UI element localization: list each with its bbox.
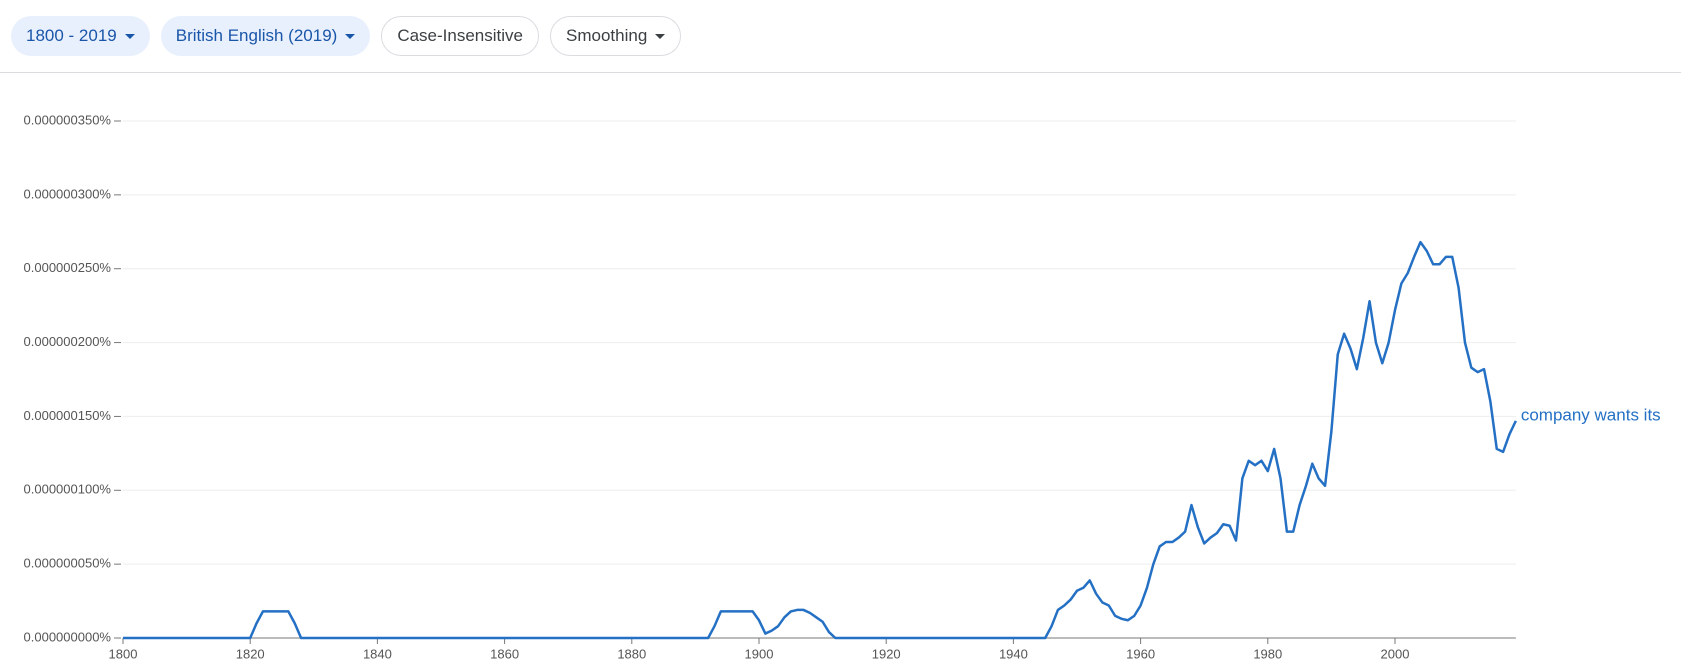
button-label: British English (2019): [175, 26, 338, 45]
corpus-button[interactable]: British English (2019): [160, 16, 371, 56]
y-tick-label: 0.000000150%: [24, 408, 112, 423]
x-tick-label: 1980: [1253, 646, 1282, 661]
x-tick-label: 1960: [1126, 646, 1155, 661]
x-tick-label: 2000: [1381, 646, 1410, 661]
year-range-button[interactable]: 1800 - 2019: [11, 16, 150, 56]
y-tick-label: 0.000000100%: [24, 482, 112, 497]
series-line: [123, 240, 1517, 640]
x-tick-label: 1880: [617, 646, 646, 661]
smoothing-button[interactable]: Smoothing: [550, 16, 682, 56]
x-tick-label: 1840: [363, 646, 392, 661]
y-tick-label: 0.000000200%: [24, 334, 112, 349]
y-tick-label: 0.000000050%: [24, 556, 112, 571]
x-tick-label: 1920: [872, 646, 901, 661]
toolbar: 1800 - 2019 British English (2019) Case-…: [0, 0, 1681, 73]
button-label: Case-Insensitive: [397, 26, 523, 45]
button-label: Smoothing: [566, 26, 648, 45]
dropdown-arrow: [124, 33, 135, 39]
dropdown-arrow: [345, 33, 356, 39]
y-tick-label: 0.000000350%: [24, 112, 112, 127]
button-label: 1800 - 2019: [26, 26, 117, 45]
x-tick-label: 1900: [745, 646, 774, 661]
series-label: company wants its: [1521, 405, 1661, 424]
y-tick-label: 0.000000250%: [24, 260, 112, 275]
chart: 0.000000000% 0.000000050% 0.000000100% 0.00…: [24, 112, 1661, 661]
x-tick-label: 1860: [490, 646, 519, 661]
x-tick-label: 1820: [236, 646, 265, 661]
x-tick-label: 1800: [109, 646, 138, 661]
x-tick-label: 1940: [999, 646, 1028, 661]
y-tick-label: 0.000000300%: [24, 186, 112, 201]
y-tick-label: 0.000000000%: [24, 629, 112, 644]
dropdown-arrow: [655, 33, 666, 39]
case-button[interactable]: Case-Insensitive: [381, 16, 539, 56]
